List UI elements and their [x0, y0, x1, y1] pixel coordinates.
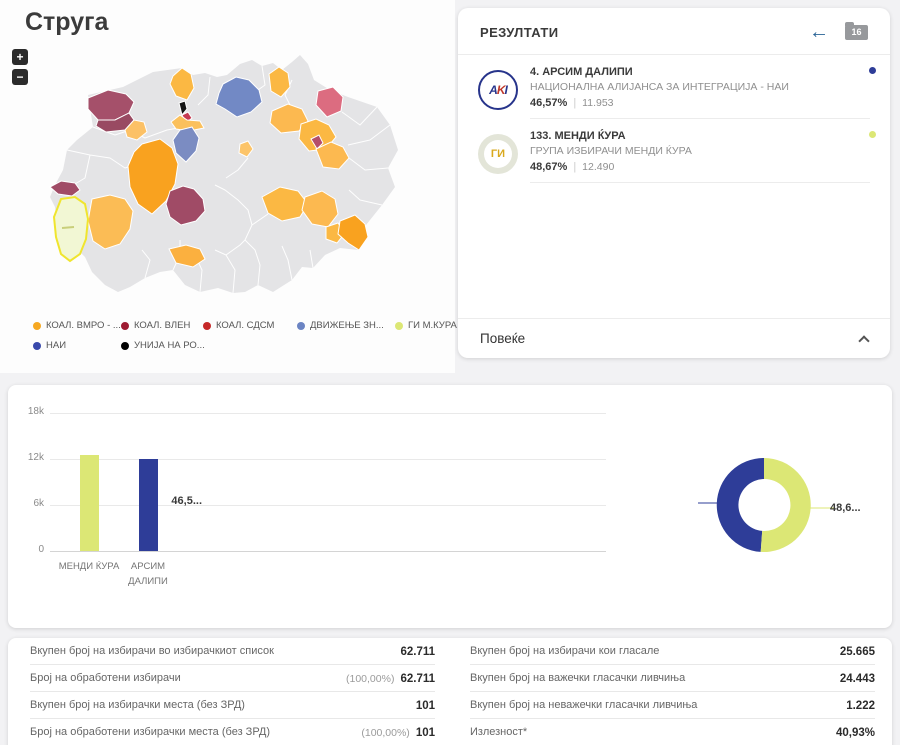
candidate-party: НАЦИОНАЛНА АЛИЈАНСА ЗА ИНТЕГРАЦИЈА - НАИ	[530, 81, 789, 93]
chevron-up-icon	[858, 334, 870, 347]
municipality-maroon-west	[49, 180, 81, 197]
stat-row: Вкупен број на неважечки гласачки ливчињ…	[470, 692, 875, 719]
candidate-score: 46,57% | 11.953	[530, 97, 614, 109]
municipality-orange-big	[127, 138, 179, 215]
municipality-pink-ne	[315, 86, 344, 118]
legend-item: КОАЛ. СДСМ	[203, 320, 297, 331]
y-tick: 6k	[33, 498, 44, 509]
candidate-party: ГРУПА ИЗБИРАЧИ МЕНДИ ЌУРА	[530, 145, 692, 157]
candidate-color-dot	[869, 67, 876, 74]
y-tick: 18k	[27, 406, 44, 417]
candidate-row[interactable]: ГИ 133. МЕНДИ ЌУРА ГРУПА ИЗБИРАЧИ МЕНДИ …	[458, 119, 890, 183]
bar-arsim-dalipi	[139, 459, 158, 551]
municipality-orange-ne4	[315, 141, 350, 170]
stat-row: Вкупен број на избирачи кои гласале 25.6…	[470, 638, 875, 665]
back-arrow-icon[interactable]: ←	[809, 21, 829, 43]
legend-dot-icon	[33, 341, 41, 350]
municipality-orange-top	[169, 67, 195, 101]
municipality-maroon-center	[165, 185, 206, 226]
country-outline	[50, 55, 398, 293]
municipality-orange-se	[337, 214, 369, 251]
bar-plot	[50, 413, 606, 551]
folder-badge-icon[interactable]: 16	[845, 21, 868, 40]
gridline	[50, 459, 606, 460]
legend-item: НАИ	[33, 340, 121, 351]
statistics-card: Вкупен број на избирачи во избирачкиот с…	[8, 638, 892, 745]
map-panel: Струга + −	[0, 0, 457, 373]
map-zoom-controls: + −	[12, 49, 28, 85]
gridline	[50, 413, 606, 414]
legend-dot-icon	[33, 321, 41, 330]
legend-item: УНИЈА НА РО...	[121, 340, 205, 351]
bar-category-label: АРСИМ ДАЛИПИ	[128, 561, 168, 587]
stat-row: Број на обработени избирачки места (без …	[30, 719, 435, 745]
municipality-orange-ne1	[268, 66, 291, 98]
legend-dot-icon	[121, 321, 129, 330]
donut-svg	[698, 457, 834, 552]
municipality-black	[178, 100, 188, 117]
stat-row: Излезност* 40,93%	[470, 719, 875, 745]
legend-item: ДВИЖЕЊЕ ЗН...	[297, 320, 395, 331]
colored-municipalities[interactable]	[49, 66, 369, 268]
municipality-blue-top	[215, 76, 263, 118]
map-legend: КОАЛ. ВМРО - ... КОАЛ. ВЛЕН КОАЛ. СДСМ Д…	[33, 320, 457, 351]
donut-label-right: 48,6...	[830, 502, 861, 514]
charts-card: 18k 12k 6k 0 МЕНДИ ЌУРА АРСИМ ДАЛИПИ 46,…	[8, 385, 892, 628]
x-axis-line	[50, 551, 606, 552]
donut-label-left: 46,5...	[171, 495, 202, 507]
donut-segment	[716, 457, 764, 552]
candidate-logo-gi: ГИ	[478, 134, 518, 174]
municipality-blue-mid	[172, 126, 200, 163]
candidate-name: 133. МЕНДИ ЌУРА	[530, 130, 626, 142]
municipality-struga-highlighted[interactable]	[52, 195, 90, 263]
donut-chart	[596, 405, 896, 605]
municipality-orange-diag	[170, 114, 205, 132]
legend-item: КОАЛ. ВМРО - ...	[33, 320, 121, 331]
stat-row: Број на обработени избирачи (100,00%) 62.…	[30, 665, 435, 692]
y-tick: 12k	[27, 452, 44, 463]
more-button[interactable]: Повеќе	[458, 318, 890, 358]
municipality-orange-sw	[87, 194, 134, 250]
results-header: РЕЗУЛТАТИ ← 16	[458, 8, 890, 55]
municipality-orange-e2	[301, 190, 339, 228]
legend-dot-icon	[395, 321, 403, 330]
macedonia-municipalities-map[interactable]	[30, 50, 450, 320]
stat-row: Вкупен број на избирачки места (без ЗРД)…	[30, 692, 435, 719]
results-title: РЕЗУЛТАТИ	[480, 24, 559, 40]
zoom-in-button[interactable]: +	[12, 49, 28, 65]
stat-row: Вкупен број на избирачи во избирачкиот с…	[30, 638, 435, 665]
donut-segment	[760, 458, 811, 552]
page-title: Струга	[25, 8, 109, 36]
municipality-orange-a	[124, 119, 148, 141]
gridline	[50, 505, 606, 506]
legend-item: КОАЛ. ВЛЕН	[121, 320, 203, 331]
candidate-score: 48,67% | 12.490	[530, 161, 615, 173]
y-tick: 0	[38, 544, 44, 555]
bar-mendi-kjura	[80, 455, 99, 551]
legend-dot-icon	[203, 321, 211, 330]
legend-dot-icon	[297, 321, 305, 330]
legend-dot-icon	[121, 341, 129, 350]
municipality-orange-ce	[238, 140, 254, 158]
municipality-borders	[66, 65, 391, 294]
stat-row: Вкупен број на важечки гласачки ливчиња …	[470, 665, 875, 692]
candidate-color-dot	[869, 131, 876, 138]
stats-column-left: Вкупен број на избирачи во избирачкиот с…	[30, 638, 435, 745]
zoom-out-button[interactable]: −	[12, 69, 28, 85]
bar-category-label: МЕНДИ ЌУРА	[58, 561, 120, 572]
legend-item: ГИ М.КУРА	[395, 320, 459, 331]
stats-column-right: Вкупен број на избирачи кои гласале 25.6…	[470, 638, 875, 745]
struga-lake-edge	[61, 226, 75, 229]
municipality-darkpink-e	[310, 134, 324, 150]
municipality-orange-s	[168, 244, 206, 268]
candidate-name: 4. АРСИМ ДАЛИПИ	[530, 66, 633, 78]
